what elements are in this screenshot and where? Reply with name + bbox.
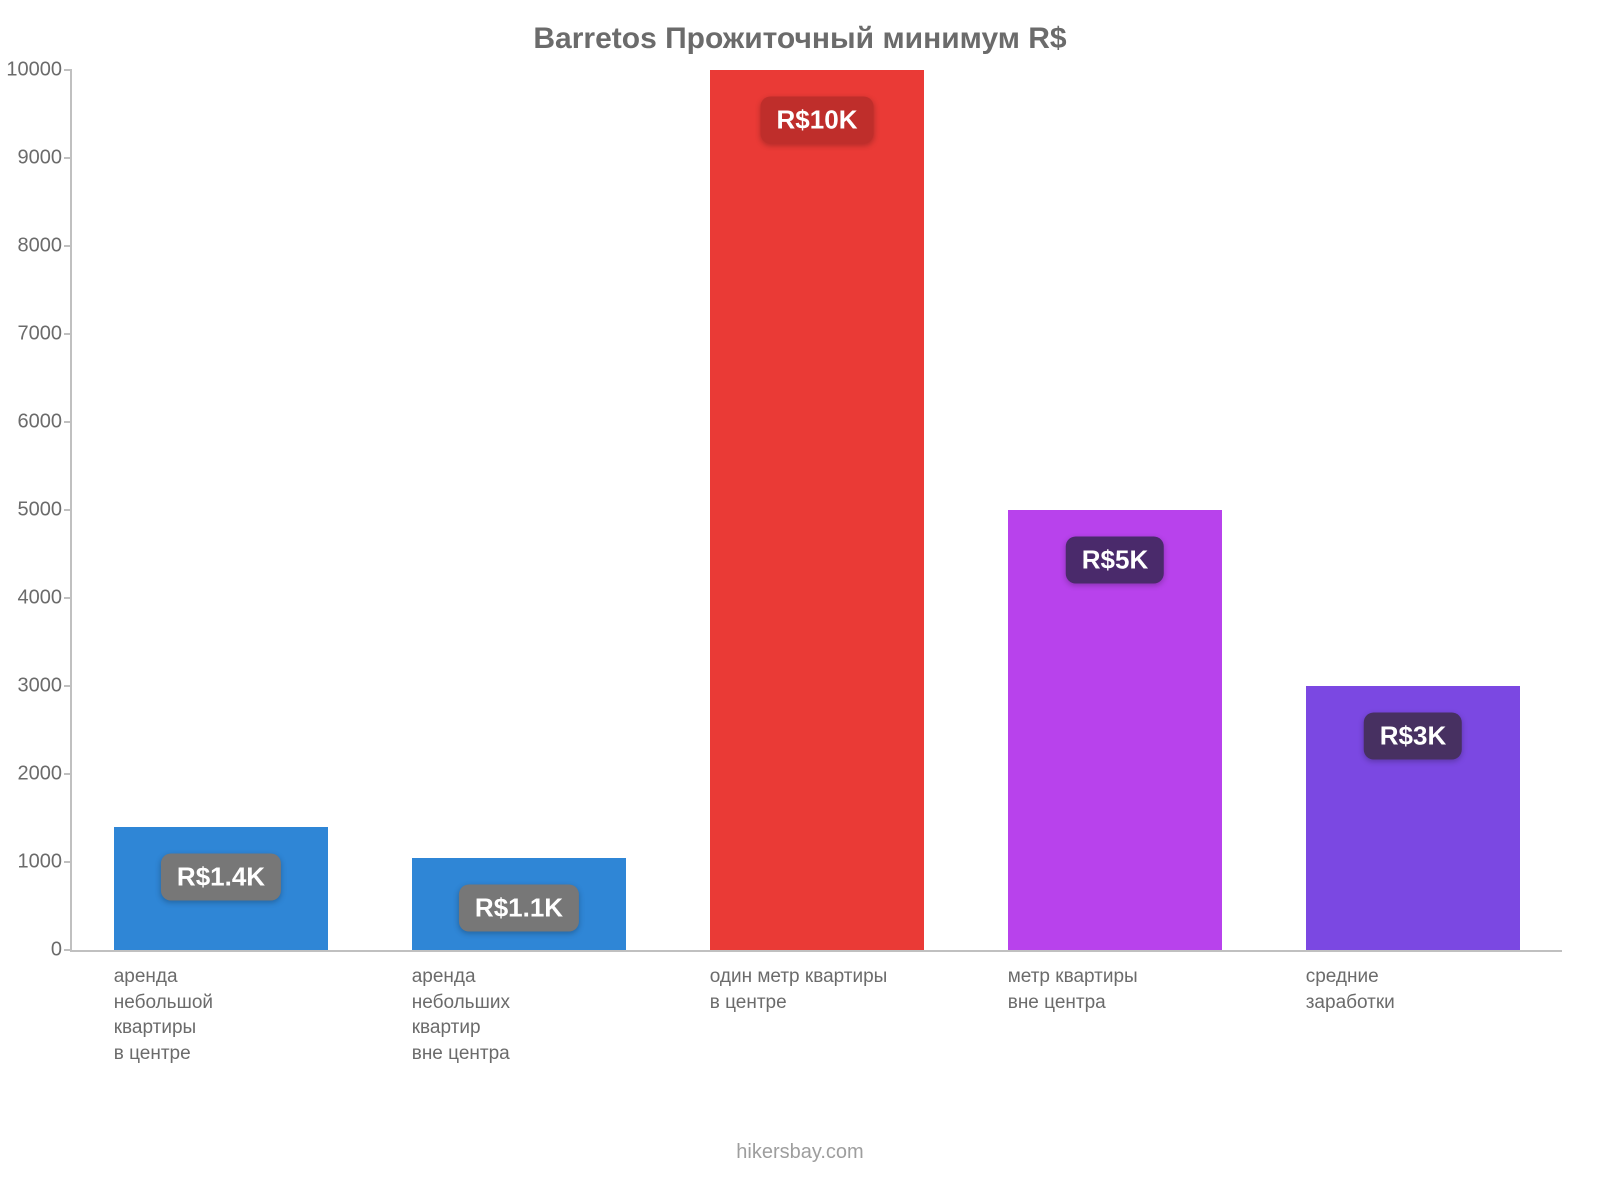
plot-area: 0100020003000400050006000700080009000100… xyxy=(70,70,1562,952)
x-category-label: аренда небольших квартир вне центра xyxy=(412,950,627,1067)
chart-title: Barretos Прожиточный минимум R$ xyxy=(0,22,1600,56)
x-category-label: один метр квартиры в центре xyxy=(710,950,925,1015)
bar xyxy=(710,70,925,950)
value-badge: R$5K xyxy=(1066,537,1164,584)
y-tick-label: 2000 xyxy=(18,763,73,786)
y-tick-label: 10000 xyxy=(6,59,72,82)
y-tick-label: 5000 xyxy=(18,499,73,522)
y-tick-label: 1000 xyxy=(18,851,73,874)
chart-container: Barretos Прожиточный минимум R$ 01000200… xyxy=(0,0,1600,1200)
y-tick-label: 6000 xyxy=(18,411,73,434)
x-category-label: средние заработки xyxy=(1306,950,1521,1015)
y-tick-label: 4000 xyxy=(18,587,73,610)
y-tick-label: 0 xyxy=(51,939,72,962)
y-tick-label: 3000 xyxy=(18,675,73,698)
value-badge: R$1.4K xyxy=(161,853,281,900)
x-category-label: метр квартиры вне центра xyxy=(1008,950,1223,1015)
y-tick-label: 7000 xyxy=(18,323,73,346)
x-category-label: аренда небольшой квартиры в центре xyxy=(114,950,329,1067)
value-badge: R$1.1K xyxy=(459,884,579,931)
attribution-text: hikersbay.com xyxy=(0,1141,1600,1164)
y-tick-label: 8000 xyxy=(18,235,73,258)
y-tick-label: 9000 xyxy=(18,147,73,170)
value-badge: R$10K xyxy=(761,97,874,144)
value-badge: R$3K xyxy=(1364,713,1462,760)
